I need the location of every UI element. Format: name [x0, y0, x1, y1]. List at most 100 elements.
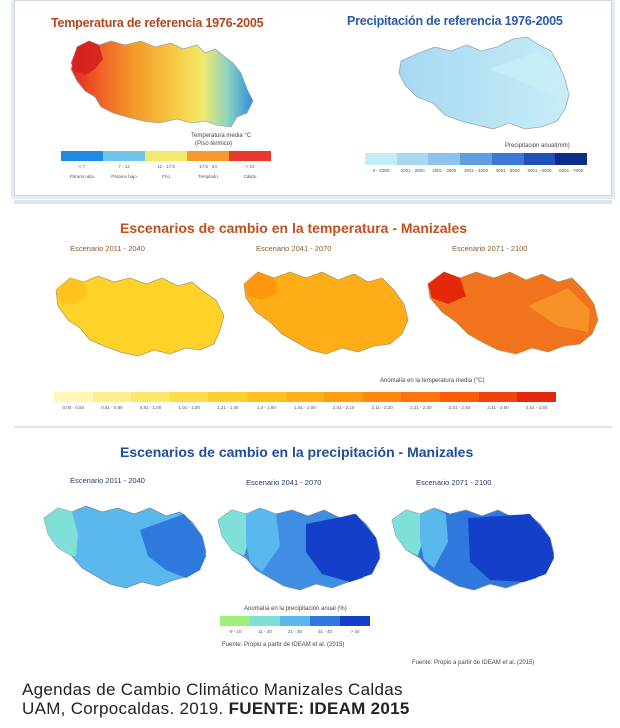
temp-anomaly-swatch	[54, 392, 93, 402]
temp-anomaly-legend	[54, 392, 556, 402]
temp-scenario-1-label: Escenario 2011 - 2040	[70, 244, 145, 253]
temp-anomaly-range-label: 0,51 - 0,80	[101, 405, 123, 410]
precip-anomaly-range-label: > 40	[350, 629, 360, 634]
precip-scenario-1-map	[43, 505, 207, 589]
precip-reference-map	[398, 36, 570, 130]
temp-reference-legend	[61, 151, 271, 161]
temp-anomaly-range-label: 0,00 - 0,50	[62, 405, 85, 410]
precip-reference-title: Precipitación de referencia 1976-2005	[347, 14, 563, 28]
precip-scenario-2-map	[217, 507, 381, 591]
temp-legend-range-label: > 24	[245, 164, 255, 169]
temp-scenario-2-label: Escenario 2041 - 2070	[256, 244, 332, 253]
precip-anomaly-range-label: 21 - 30	[287, 629, 302, 634]
precip-legend-swatch	[523, 153, 556, 165]
temp-legend-ranges: < 7 7 - 12 12 - 17.5 17.5 - 24 > 24	[61, 164, 271, 169]
temp-scenario-3-label: Escenario 2071 - 2100	[452, 244, 528, 253]
precip-legend-swatch	[460, 153, 492, 165]
temp-legend-range-label: 12 - 17.5	[157, 164, 175, 169]
temp-legend-range-label: < 7	[78, 164, 86, 169]
precip-anomaly-ranges: -9 - 10 11 - 20 21 - 30 31 - 40 > 40	[220, 629, 370, 634]
temp-legend-swatch	[229, 151, 271, 161]
temp-legend-swatch	[145, 151, 187, 161]
temp-anomaly-swatch	[208, 392, 248, 402]
precip-scenario-1-label: Escenario 2011 - 2040	[70, 476, 145, 485]
precip-legend-range-label: 2501 - 3000	[432, 168, 457, 173]
temp-anomaly-range-label: 1,01 - 1,20	[178, 405, 200, 410]
precip-legend-swatch	[428, 153, 461, 165]
precip-anomaly-legend	[220, 616, 370, 626]
temp-legend-title: Temperatura media °C	[191, 133, 252, 139]
precip-scenario-3-label: Escenario 2071 - 2100	[416, 478, 492, 487]
caption-credit: UAM, Corpocaldas. 2019.	[22, 699, 229, 718]
precip-anomaly-range-label: 11 - 20	[258, 629, 272, 634]
temp-anomaly-swatch	[131, 392, 170, 402]
temp-legend-range-label: 7 - 12	[118, 164, 130, 169]
precip-legend-range-label: 0 - 2000	[372, 168, 390, 173]
temperature-scenarios-title: Escenarios de cambio en la temperatura -…	[120, 220, 468, 236]
precip-legend-swatch	[555, 153, 588, 165]
temperature-scenarios-panel: Escenarios de cambio en la temperatura -…	[14, 206, 612, 426]
temp-anomaly-ranges: 0,00 - 0,50 0,51 - 0,80 0,81 - 1,00 1,01 - …	[54, 405, 556, 410]
precip-anomaly-range-label: 31 - 40	[317, 629, 332, 634]
temp-scenario-3-map	[427, 271, 599, 355]
temp-anomaly-swatch	[517, 392, 556, 402]
temp-anomaly-swatch	[401, 392, 441, 402]
temp-anomaly-swatch	[285, 392, 325, 402]
temp-legend-name-label: Templado	[198, 174, 218, 179]
source-note-right: Fuente: Propio a partir de IDEAM et al. …	[412, 660, 535, 666]
temp-legend-name-label: Páramo bajo	[111, 174, 137, 179]
temp-legend-names: Páramo alto Páramo bajo Frío Templado Cálido	[61, 174, 271, 179]
precip-legend-swatch	[396, 153, 429, 165]
temp-anomaly-swatch	[440, 392, 479, 402]
precip-legend-range-label: 4001 - 5000	[495, 168, 520, 173]
precip-legend-swatch	[365, 153, 397, 165]
reference-panel: Temperatura de referencia 1976-2005 Prec…	[14, 0, 612, 196]
precip-anomaly-swatch	[340, 616, 370, 626]
temp-anomaly-swatch	[362, 392, 402, 402]
figure-caption: Agendas de Cambio Climático Manizales Ca…	[22, 680, 612, 718]
temp-anomaly-range-label: 2,51 - 2,60	[525, 405, 548, 410]
temp-scenario-2-map	[243, 271, 409, 355]
caption-line-1: Agendas de Cambio Climático Manizales Ca…	[22, 680, 403, 699]
temp-anomaly-legend-title: Anomalía en la temperatura media (°C)	[380, 378, 485, 384]
precip-legend-range-label: 6001 - 7000	[559, 168, 584, 173]
temp-reference-title: Temperatura de referencia 1976-2005	[51, 16, 264, 30]
temp-reference-map	[70, 40, 254, 128]
temp-anomaly-range-label: 2,21 - 2,30	[410, 405, 432, 410]
temp-anomaly-range-label: 1,21 - 1,40	[216, 405, 239, 410]
divider	[14, 200, 612, 204]
caption-line-2: UAM, Corpocaldas. 2019. FUENTE: IDEAM 20…	[22, 699, 612, 718]
precip-scenario-3-map	[391, 507, 555, 591]
temp-legend-swatch	[61, 151, 103, 161]
temp-anomaly-range-label: 0,81 - 1,00	[139, 405, 162, 410]
precip-legend-swatch	[491, 153, 524, 165]
temp-anomaly-range-label: 2,01 - 2,10	[332, 405, 355, 410]
temp-scenario-1-map	[55, 275, 225, 357]
precip-anomaly-swatch	[250, 616, 280, 626]
temp-legend-name-label: Páramo alto	[69, 174, 95, 179]
temp-anomaly-range-label: 1,4 - 1,60	[256, 405, 276, 410]
precip-anomaly-legend-title: Anomalía en la precipitación anual (%)	[244, 606, 347, 612]
precip-legend-range-label: 5001 - 6000	[527, 168, 552, 173]
temp-legend-name-label: Frío	[161, 174, 170, 179]
precip-reference-legend	[365, 153, 588, 165]
precipitation-scenarios-panel: Escenarios de cambio en la precipitación…	[14, 430, 612, 676]
temp-legend-swatch	[187, 151, 229, 161]
precip-anomaly-swatch	[220, 616, 250, 626]
temp-anomaly-range-label: 2,11 - 2,20	[371, 405, 393, 410]
temp-anomaly-range-label: 1,61 - 2,00	[294, 405, 316, 410]
temp-anomaly-swatch	[324, 392, 363, 402]
temp-anomaly-swatch	[478, 392, 518, 402]
temp-anomaly-range-label: 2,31 - 2,40	[448, 405, 471, 410]
caption-source: FUENTE: IDEAM 2015	[228, 699, 410, 718]
precip-legend-range-label: 3001 - 4000	[464, 168, 489, 173]
temp-anomaly-swatch	[92, 392, 132, 402]
temp-legend-subtitle: (Piso térmico)	[195, 141, 233, 147]
temp-legend-range-label: 17.5 - 24	[199, 164, 217, 169]
temp-anomaly-swatch	[247, 392, 286, 402]
precip-legend-ranges: 0 - 2000 2001 - 2500 2501 - 3000 3001 - 400…	[365, 168, 587, 173]
precipitation-scenarios-title: Escenarios de cambio en la precipitación…	[120, 444, 474, 460]
temp-anomaly-swatch	[169, 392, 209, 402]
precip-anomaly-swatch	[310, 616, 340, 626]
precip-anomaly-swatch	[280, 616, 310, 626]
